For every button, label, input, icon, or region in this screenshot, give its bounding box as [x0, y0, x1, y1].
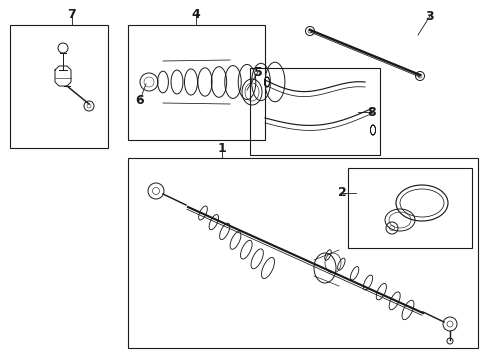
- Circle shape: [305, 27, 314, 36]
- Bar: [249, 68, 379, 155]
- Text: 6: 6: [135, 94, 144, 107]
- Bar: [128, 25, 264, 140]
- Text: 5: 5: [253, 66, 262, 78]
- Text: 3: 3: [425, 9, 433, 22]
- Text: 1: 1: [217, 141, 226, 154]
- Text: 7: 7: [67, 8, 76, 21]
- Text: 8: 8: [367, 105, 376, 118]
- Bar: [347, 168, 471, 248]
- Bar: [10, 25, 108, 148]
- Bar: [128, 158, 477, 348]
- Text: 2: 2: [337, 186, 346, 199]
- Text: 4: 4: [191, 8, 200, 21]
- Circle shape: [415, 72, 424, 81]
